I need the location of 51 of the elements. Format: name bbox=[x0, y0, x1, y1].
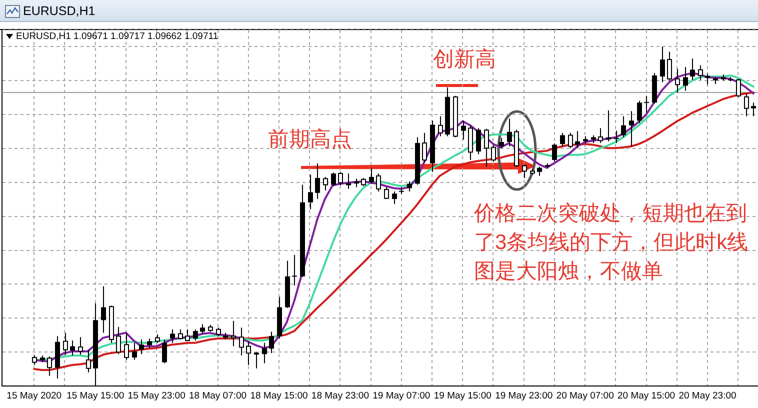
chart-title: EURUSD,H1 bbox=[23, 4, 96, 18]
x-tick-label: 19 May 15:00 bbox=[434, 390, 492, 402]
annotation: 创新高 bbox=[433, 47, 496, 73]
candlestick bbox=[476, 128, 481, 155]
x-tick-label: 19 May 23:00 bbox=[495, 390, 553, 402]
candlestick bbox=[499, 137, 504, 149]
candlestick bbox=[461, 120, 466, 140]
candlestick bbox=[200, 324, 205, 334]
candlestick bbox=[751, 102, 756, 117]
candlestick bbox=[331, 172, 336, 187]
candlestick bbox=[690, 58, 695, 80]
candlestick bbox=[552, 142, 557, 162]
x-tick-label: 20 May 15:00 bbox=[617, 390, 676, 402]
candlestick bbox=[637, 100, 642, 124]
candlestick bbox=[139, 339, 144, 355]
x-tick-label: 20 May 23:00 bbox=[678, 390, 736, 402]
annotation: 前期高点 bbox=[268, 127, 352, 153]
candlestick bbox=[369, 167, 374, 184]
x-tick-label: 15 May 23:00 bbox=[128, 390, 186, 402]
x-tick-label: 19 May 07:00 bbox=[372, 390, 430, 402]
candlestick bbox=[269, 331, 274, 354]
x-tick-label: 15 May 15:00 bbox=[66, 390, 124, 402]
candlestick bbox=[507, 118, 512, 147]
candlestick bbox=[147, 338, 152, 348]
candlestick bbox=[315, 162, 320, 200]
candlestick bbox=[392, 191, 397, 205]
x-tick-label: 18 May 07:00 bbox=[188, 390, 247, 402]
candlestick bbox=[170, 328, 175, 344]
x-tick-label: 18 May 23:00 bbox=[311, 390, 369, 402]
candlestick bbox=[683, 66, 688, 92]
candlestick bbox=[537, 166, 542, 176]
candlestick bbox=[132, 342, 137, 360]
chart-subtitle: EURUSD,H1 1.09671 1.09717 1.09662 1.09711 bbox=[16, 31, 218, 42]
candlestick bbox=[407, 180, 412, 192]
candlestick bbox=[162, 339, 167, 364]
candlestick bbox=[262, 342, 267, 364]
candlestick bbox=[308, 174, 313, 210]
candlestick bbox=[660, 46, 665, 83]
annotation: 价格二次突破处，短期也在到了3条均线的下方，但此时k线图是大阳烛，不做单 bbox=[474, 201, 750, 285]
x-tick-label: 18 May 15:00 bbox=[250, 390, 308, 402]
candlestick bbox=[614, 130, 619, 144]
candlestick bbox=[621, 116, 626, 138]
candlestick bbox=[629, 110, 634, 147]
candlestick bbox=[193, 328, 198, 342]
candlestick bbox=[560, 132, 565, 147]
candlestick bbox=[70, 340, 75, 356]
x-tick-label: 20 May 07:00 bbox=[556, 390, 614, 402]
x-tick-label: 15 May 2020 bbox=[6, 390, 62, 402]
candlestick bbox=[292, 254, 297, 286]
candlestick bbox=[644, 95, 649, 114]
candlestick bbox=[101, 286, 106, 334]
